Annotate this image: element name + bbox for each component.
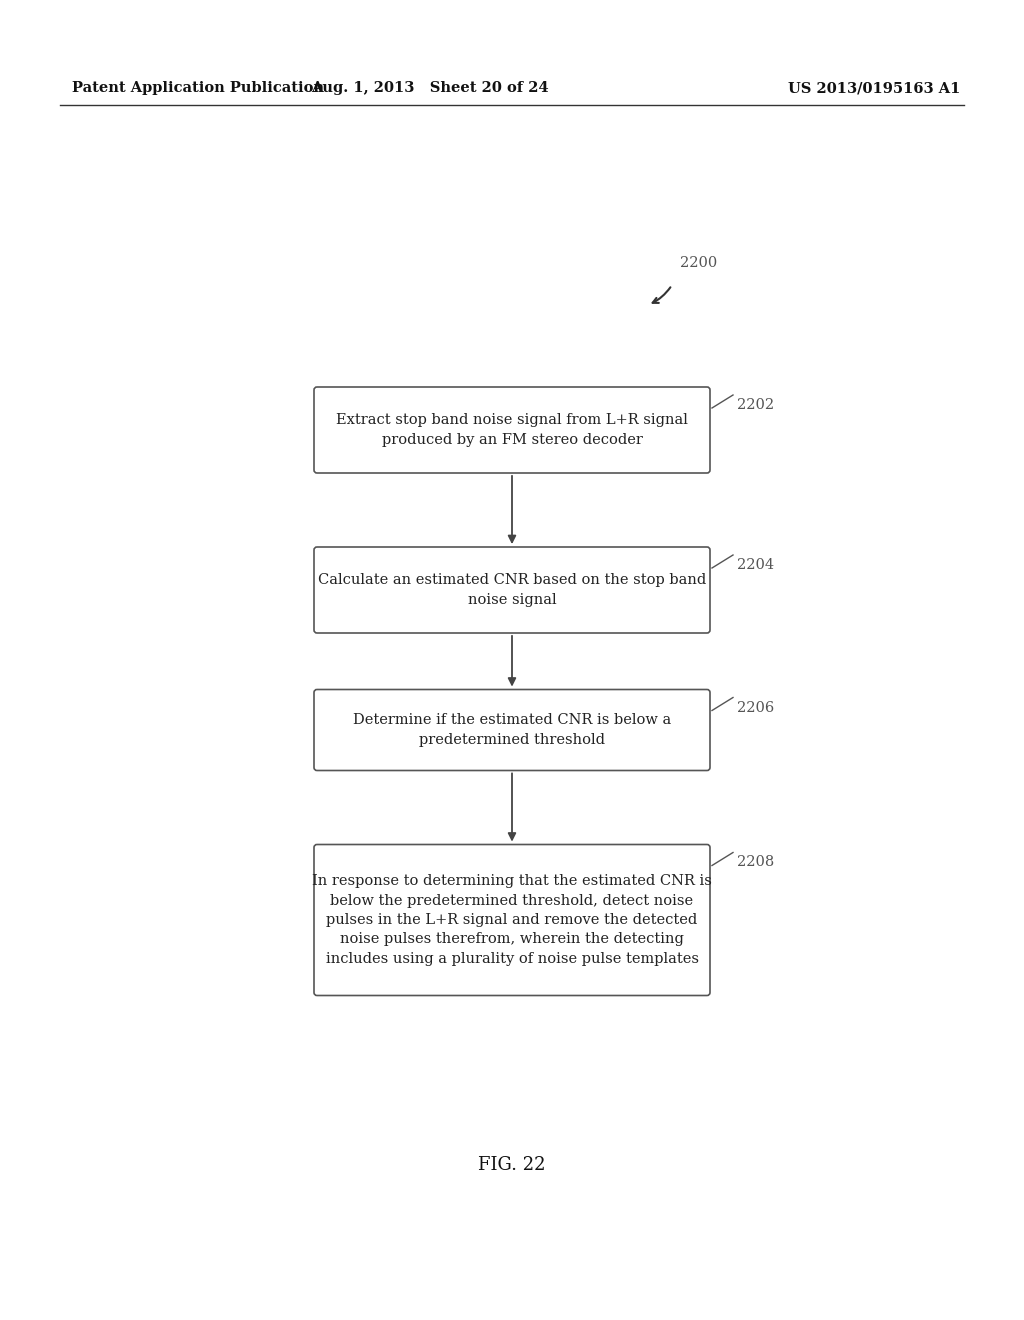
Text: 2206: 2206 bbox=[737, 701, 774, 714]
Text: Patent Application Publication: Patent Application Publication bbox=[72, 81, 324, 95]
FancyBboxPatch shape bbox=[314, 845, 710, 995]
FancyBboxPatch shape bbox=[314, 546, 710, 634]
Text: FIG. 22: FIG. 22 bbox=[478, 1156, 546, 1173]
FancyBboxPatch shape bbox=[314, 689, 710, 771]
Text: Calculate an estimated CNR based on the stop band
noise signal: Calculate an estimated CNR based on the … bbox=[317, 573, 707, 607]
Text: US 2013/0195163 A1: US 2013/0195163 A1 bbox=[787, 81, 961, 95]
Text: 2200: 2200 bbox=[680, 256, 717, 271]
Text: 2208: 2208 bbox=[737, 855, 774, 870]
Text: In response to determining that the estimated CNR is
below the predetermined thr: In response to determining that the esti… bbox=[312, 874, 712, 966]
Text: 2204: 2204 bbox=[737, 558, 774, 572]
Text: 2202: 2202 bbox=[737, 399, 774, 412]
Text: Extract stop band noise signal from L+R signal
produced by an FM stereo decoder: Extract stop band noise signal from L+R … bbox=[336, 413, 688, 446]
Text: Determine if the estimated CNR is below a
predetermined threshold: Determine if the estimated CNR is below … bbox=[353, 713, 671, 747]
FancyBboxPatch shape bbox=[314, 387, 710, 473]
Text: Aug. 1, 2013   Sheet 20 of 24: Aug. 1, 2013 Sheet 20 of 24 bbox=[311, 81, 549, 95]
